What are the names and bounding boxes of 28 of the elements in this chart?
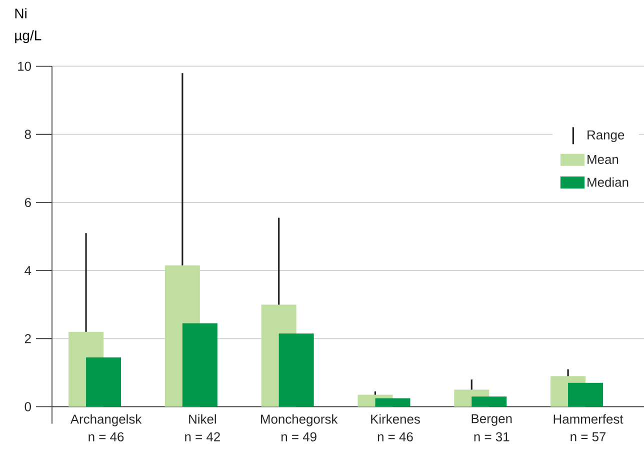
x-tick-label: Nikel — [189, 414, 216, 424]
text: n = 31 — [474, 432, 510, 442]
text: n = 46 — [88, 432, 124, 442]
text: n = 42 — [185, 432, 220, 442]
bar — [375, 398, 410, 407]
x-tick-label: Archangelsk — [70, 414, 142, 426]
x-tick-label: Kirkenes — [371, 414, 420, 424]
bar — [472, 396, 507, 407]
y-axis-title: Ni µg/L — [15, 8, 42, 44]
x-tick-label: Bergen — [472, 414, 512, 426]
bar — [568, 382, 604, 407]
text: n = 46 — [378, 432, 413, 442]
legend-label: Mean — [588, 154, 618, 164]
y-tick-label: 2 — [24, 334, 31, 344]
y-tick-label: 4 — [24, 266, 32, 275]
y-tick-label: 6 — [24, 198, 31, 208]
y-tick-label: 8 — [24, 130, 31, 139]
bar — [278, 334, 314, 407]
bar — [182, 323, 218, 407]
legend-label: Range — [588, 130, 624, 142]
x-tick-label: Monchegorsk — [261, 414, 338, 426]
y-tick-label: 10 — [18, 62, 31, 71]
y-tick-label: 0 — [24, 402, 31, 412]
legend-label: Median — [588, 177, 628, 187]
bar — [86, 357, 122, 407]
text: n = 57 — [570, 432, 606, 442]
x-tick-label: Hammerfest — [554, 414, 624, 424]
text: n = 49 — [282, 432, 316, 442]
